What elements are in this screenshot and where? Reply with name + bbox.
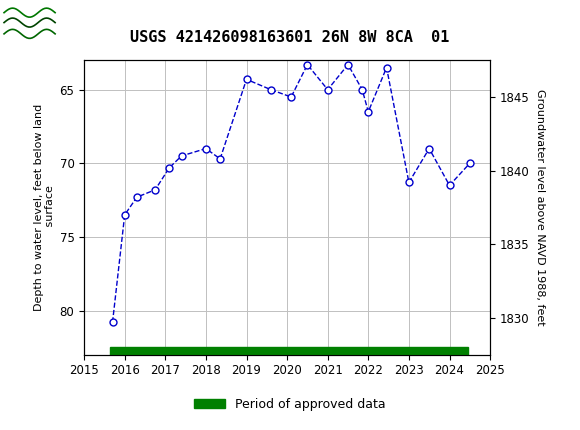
Bar (111, 347, 468, 355)
Legend: Period of approved data: Period of approved data (189, 393, 391, 416)
FancyBboxPatch shape (3, 3, 58, 42)
Y-axis label: Depth to water level, feet below land
 surface: Depth to water level, feet below land su… (34, 104, 55, 311)
Text: USGS: USGS (67, 9, 139, 34)
Y-axis label: Groundwater level above NAVD 1988, feet: Groundwater level above NAVD 1988, feet (535, 89, 545, 326)
Text: USGS 421426098163601 26N 8W 8CA  01: USGS 421426098163601 26N 8W 8CA 01 (130, 30, 450, 45)
